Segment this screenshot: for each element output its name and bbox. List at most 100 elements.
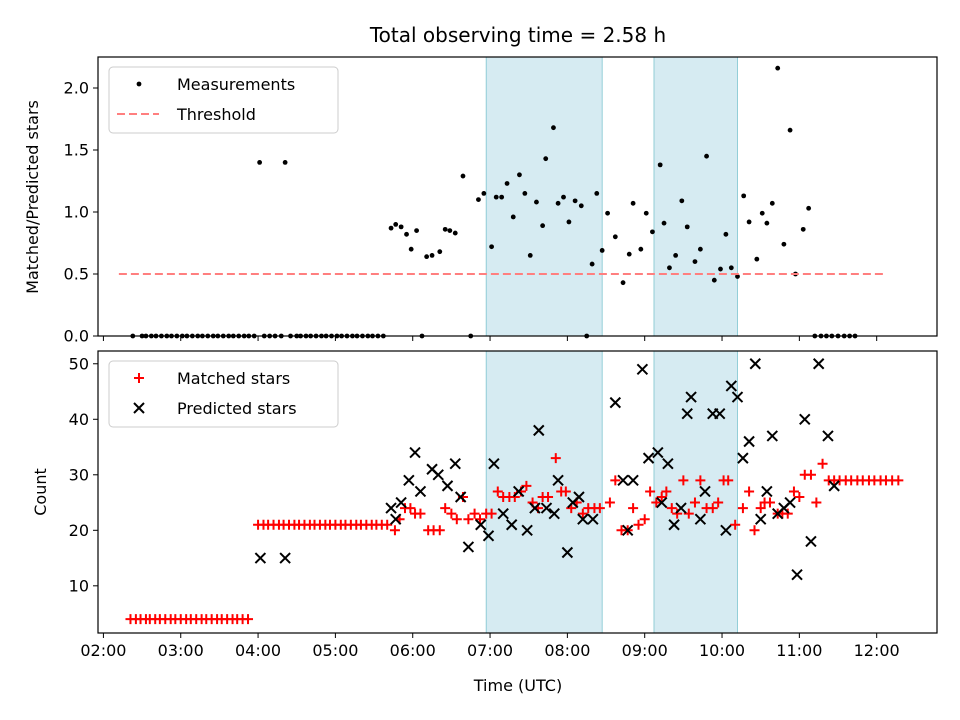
predicted-star-point: [573, 491, 585, 503]
measurement-point: [679, 198, 685, 204]
matched-star-point: [434, 525, 445, 536]
measurement-point: [704, 153, 709, 159]
top-y-tick-label: 0.0: [64, 327, 89, 346]
matched-star-point: [492, 486, 503, 497]
measurement-point: [452, 230, 458, 236]
predicted-star-point: [512, 485, 525, 498]
predicted-star-point: [533, 424, 545, 437]
predicted-star-point: [617, 474, 629, 487]
predicted-star-point: [432, 469, 444, 481]
matched-star-point: [656, 491, 667, 502]
measurement-point: [442, 226, 448, 232]
predicted-star-point: [254, 552, 267, 564]
predicted-star-point: [529, 502, 541, 514]
matched-star-point: [651, 497, 662, 508]
matched-star-point: [440, 503, 451, 514]
top-y-tick-label: 2.0: [64, 79, 89, 98]
predicted-star-point: [652, 446, 664, 459]
measurement-point: [650, 229, 655, 235]
x-tick-label: 03:00: [158, 641, 204, 660]
matched-star-point: [730, 519, 741, 530]
matched-star-point: [782, 508, 793, 519]
predicted-star-point: [675, 502, 687, 514]
matched-star-point: [469, 508, 480, 519]
predicted-star-point: [462, 541, 475, 553]
measurement-point: [493, 194, 499, 200]
top-panel: 0.00.51.01.52.0 Matched/Predicted stars …: [23, 56, 938, 346]
measurement-point: [460, 173, 466, 179]
top-y-tick-label: 0.5: [64, 265, 89, 284]
matched-star-point: [594, 503, 605, 514]
measurement-point: [429, 253, 435, 258]
x-tick-label: 09:00: [622, 641, 668, 660]
predicted-star-point: [812, 358, 825, 370]
predicted-star-point: [403, 474, 415, 487]
measurement-point: [661, 220, 667, 226]
x-tick-label: 10:00: [699, 641, 745, 660]
matched-star-point: [577, 508, 588, 519]
measurement-point: [800, 226, 806, 232]
bottom-y-tick-label: 10: [69, 576, 89, 595]
matched-star-point: [633, 519, 644, 530]
measurement-point: [414, 228, 419, 234]
measurement-point: [447, 228, 453, 234]
measurement-point: [543, 156, 549, 162]
predicted-star-point: [766, 430, 779, 442]
matched-star-point: [811, 497, 822, 508]
predicted-star-point: [540, 502, 553, 514]
bottom-y-tick-label: 40: [69, 410, 89, 429]
predicted-star-point: [681, 408, 693, 420]
predicted-star-point: [390, 513, 402, 525]
measurement-point: [806, 205, 812, 211]
measurement-point: [728, 265, 734, 271]
matched-star-point: [749, 525, 760, 536]
predicted-star-point: [497, 507, 509, 520]
bottom-legend-box: [108, 360, 339, 428]
measurement-point: [540, 223, 546, 229]
measurement-point: [393, 222, 399, 227]
measurement-point: [718, 266, 723, 272]
bottom-panel: 10 20 30 40 50 02:00 03:00 04:00 05:00 06:00 07:0…: [31, 350, 938, 660]
matched-star-point: [543, 491, 554, 502]
predicted-star-point: [627, 474, 639, 487]
predicted-star-point: [805, 535, 817, 548]
measurement-point: [388, 225, 394, 231]
matched-star-point: [405, 503, 416, 514]
measurement-point: [754, 256, 760, 262]
measurement-point: [781, 241, 787, 247]
predicted-star-point: [720, 524, 732, 537]
matched-star-point: [446, 508, 457, 519]
predicted-star-point: [521, 524, 533, 537]
predicted-star-point: [441, 480, 454, 492]
bottom-ylabel: Count: [31, 468, 50, 516]
top-y-tick-label: 1.5: [64, 141, 89, 160]
matched-star-point: [737, 503, 748, 514]
predicted-star-point: [587, 513, 599, 525]
measurement-point: [638, 246, 644, 252]
top-shaded-interval: [485, 56, 603, 337]
predicted-star-point: [449, 457, 461, 470]
top-ylabel: Matched/Predicted stars: [23, 100, 42, 294]
predicted-star-point: [699, 485, 711, 498]
predicted-star-point: [737, 452, 749, 464]
measurement-point: [404, 231, 409, 237]
measurement-point: [555, 200, 561, 206]
predicted-star-point: [385, 502, 397, 514]
matched-star-point: [610, 475, 621, 486]
predicted-star-point: [414, 485, 427, 498]
predicted-star-point: [791, 569, 803, 581]
matched-star-point: [723, 475, 734, 486]
bottom-y-tick-label: 20: [69, 521, 89, 540]
measurement-point: [551, 125, 556, 131]
measurement-point: [522, 191, 528, 196]
predicted-star-point: [731, 391, 744, 403]
legend-marker-predicted: [133, 402, 145, 414]
measurement-point: [643, 210, 649, 216]
predicted-star-point: [636, 363, 649, 376]
measurement-point: [769, 200, 775, 206]
predicted-star-point: [799, 413, 811, 425]
measurement-point: [257, 160, 263, 165]
measurement-point: [499, 194, 505, 200]
predicted-star-point: [714, 408, 726, 420]
